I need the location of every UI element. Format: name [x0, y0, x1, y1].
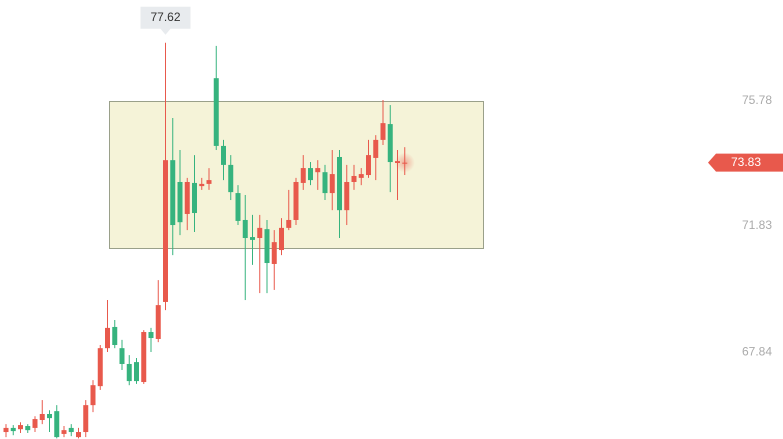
candle-body — [112, 326, 118, 345]
last-price-tag — [708, 153, 783, 172]
candle-body — [148, 332, 154, 339]
candle-body — [184, 181, 190, 214]
candle-body — [228, 164, 234, 193]
candle-body — [90, 385, 96, 406]
y-tick-label: 67.84 — [742, 344, 772, 358]
candle-body — [10, 427, 16, 432]
candle-body — [25, 426, 31, 431]
candle-body — [322, 172, 328, 194]
candle-body — [119, 348, 125, 364]
candle-body — [308, 168, 313, 181]
candle-body — [18, 425, 23, 430]
candle-body — [3, 427, 9, 433]
candle-body — [300, 168, 306, 183]
candle-body — [373, 139, 379, 158]
candle-body — [155, 305, 161, 339]
candle-body — [170, 160, 176, 226]
candle-body — [221, 145, 226, 165]
candle-body — [337, 156, 342, 211]
candle-body — [177, 181, 183, 223]
candle-body — [279, 227, 284, 251]
candle-body — [315, 168, 321, 173]
candle-body — [97, 348, 103, 387]
candle-body — [293, 181, 299, 220]
y-tick-label: 71.83 — [742, 218, 772, 232]
candle-body — [47, 413, 52, 419]
candle-body — [54, 411, 60, 438]
candle-body — [213, 78, 219, 146]
candle-body — [126, 363, 132, 382]
candle-body — [163, 160, 168, 302]
candle-body — [206, 180, 212, 184]
candle-body — [271, 242, 277, 264]
candle-body — [32, 419, 38, 428]
candle-body — [344, 181, 350, 211]
candle-body — [199, 183, 205, 187]
candle-body — [387, 124, 393, 163]
candle-body — [329, 174, 335, 194]
candle-body — [192, 182, 197, 214]
candle-body — [351, 175, 357, 182]
candle-body — [83, 405, 89, 433]
candle-body — [68, 427, 74, 433]
candle-body — [286, 219, 292, 228]
candle-body — [257, 227, 263, 239]
last-price-label: 73.83 — [731, 155, 761, 169]
candle-body — [358, 174, 364, 178]
y-tick-label: 75.78 — [742, 93, 772, 107]
candle-body — [134, 362, 139, 382]
candle-body — [242, 219, 248, 239]
candle-body — [235, 193, 241, 221]
high-label: 77.62 — [150, 10, 180, 24]
candle-body — [366, 155, 371, 176]
high-label-box — [140, 6, 191, 35]
last-glow — [394, 152, 415, 173]
candle-body — [61, 430, 67, 434]
candle-body — [39, 413, 45, 421]
candle-body — [76, 432, 81, 438]
candle-body — [141, 332, 147, 383]
candle-body — [380, 123, 386, 140]
candle-body — [105, 327, 110, 349]
candle-body — [250, 237, 255, 240]
candle-body — [264, 229, 270, 264]
